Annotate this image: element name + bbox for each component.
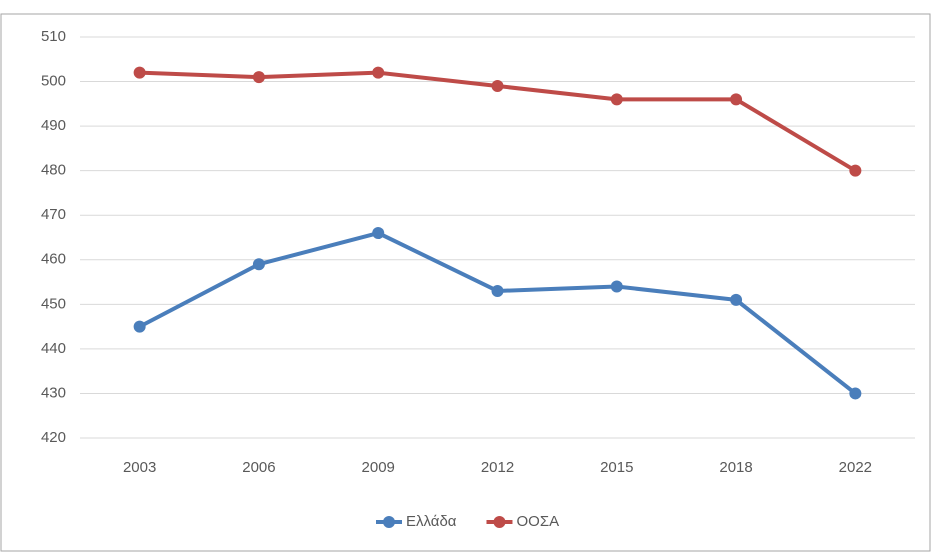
y-tick-label: 470 — [41, 206, 66, 223]
x-tick-label: 2022 — [839, 459, 872, 476]
data-point — [133, 66, 146, 79]
data-point — [491, 284, 504, 297]
legend-marker — [493, 516, 506, 528]
data-point — [610, 93, 623, 106]
legend-marker — [383, 516, 395, 528]
y-tick-label: 440 — [41, 340, 66, 357]
y-tick-label: 480 — [41, 162, 66, 179]
x-tick-label: 2015 — [600, 459, 633, 476]
data-point — [730, 93, 743, 106]
data-point — [610, 280, 623, 293]
data-point — [372, 227, 385, 240]
y-tick-label: 490 — [41, 117, 66, 134]
y-tick-label: 500 — [41, 73, 66, 90]
data-point — [849, 164, 862, 177]
y-tick-label: 450 — [41, 295, 66, 312]
data-point — [730, 293, 743, 306]
y-tick-label: 460 — [41, 251, 66, 268]
data-point — [252, 71, 265, 84]
x-tick-label: 2012 — [481, 459, 514, 476]
data-point — [849, 387, 862, 400]
data-point — [491, 80, 504, 93]
x-tick-label: 2018 — [719, 459, 752, 476]
y-tick-label: 420 — [41, 429, 66, 446]
data-point — [133, 320, 146, 333]
x-tick-label: 2003 — [123, 459, 156, 476]
data-point — [372, 66, 385, 79]
x-tick-label: 2009 — [362, 459, 395, 476]
legend-label: ΟΟΣΑ — [516, 513, 559, 530]
chart-frame — [0, 13, 931, 552]
legend-label: Ελλάδα — [406, 513, 457, 530]
y-tick-label: 510 — [41, 28, 66, 45]
y-tick-label: 430 — [41, 384, 66, 401]
x-tick-label: 2006 — [242, 459, 275, 476]
data-point — [252, 258, 265, 271]
